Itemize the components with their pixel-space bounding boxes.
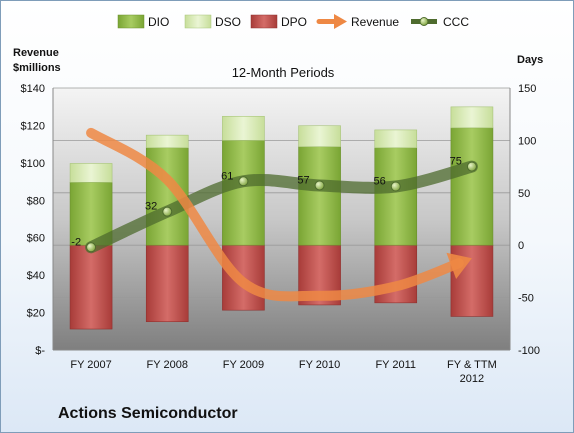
bar-dso <box>450 106 494 129</box>
ccc-point <box>390 181 401 192</box>
left-tick-label: $80 <box>27 195 45 207</box>
right-tick-label: 100 <box>518 135 536 147</box>
bar-dio <box>450 127 494 246</box>
ccc-data-label: 75 <box>450 156 462 168</box>
ccc-point <box>314 180 325 191</box>
ccc-data-label: 56 <box>374 176 386 188</box>
bar-dso <box>374 129 418 149</box>
right-tick-label: 50 <box>518 188 530 200</box>
right-axis-ticks: -100 -50 0 50 100 150 <box>518 83 540 357</box>
revenue-line <box>86 127 464 302</box>
ccc-data-label: 61 <box>221 170 233 182</box>
right-tick-label: 0 <box>518 240 524 252</box>
x-tick-label: FY 2008 <box>147 359 188 371</box>
x-axis-ticks: FY 2007 FY 2008 FY 2009 FY 2010 FY 2011 FY & … <box>70 359 496 385</box>
left-tick-label: $140 <box>21 83 45 95</box>
left-axis-label-line2: $millions <box>13 62 61 74</box>
left-tick-label: $100 <box>21 158 45 170</box>
ccc-data-label: 32 <box>145 201 157 213</box>
bars <box>69 106 494 330</box>
series-lines <box>85 127 478 302</box>
legend-label-dpo: DPO <box>281 15 307 29</box>
ccc-point <box>86 242 97 253</box>
x-tick-label: FY 2011 <box>375 359 416 371</box>
legend-item-ccc[interactable]: CCC <box>411 15 469 29</box>
chart-title: 12-Month Periods <box>232 65 335 80</box>
bar-dso <box>222 115 265 141</box>
bar-dpo <box>145 244 189 323</box>
ccc-data-label: 57 <box>297 174 309 186</box>
right-axis-label: Days <box>517 54 543 66</box>
x-tick-label: FY 2009 <box>223 359 264 371</box>
bar-dso <box>145 134 189 149</box>
ccc-data-label: -2 <box>71 236 81 248</box>
left-tick-label: $20 <box>27 308 45 320</box>
x-tick-label: FY 2007 <box>70 359 111 371</box>
ccc-point <box>238 176 249 187</box>
left-tick-label: $60 <box>27 233 45 245</box>
legend-label-dio: DIO <box>148 15 169 29</box>
legend: DIO DSO DPO Revenue CCC <box>117 14 469 29</box>
bar-dpo <box>69 244 113 330</box>
ccc-point <box>162 206 173 217</box>
bar-dso <box>69 163 113 183</box>
left-tick-label: $40 <box>27 270 45 282</box>
right-tick-label: -100 <box>518 345 540 357</box>
legend-item-dpo[interactable]: DPO <box>250 14 307 29</box>
data-labels: -2 32 61 57 56 75 <box>71 156 462 249</box>
bar-dso <box>298 125 341 147</box>
right-tick-label: -50 <box>518 293 534 305</box>
revenue-arrowhead <box>446 252 472 280</box>
legend-item-dio[interactable]: DIO <box>117 14 169 29</box>
left-tick-label: $- <box>35 345 45 357</box>
left-tick-label: $120 <box>21 120 45 132</box>
right-tick-label: 150 <box>518 83 536 95</box>
legend-label-revenue: Revenue <box>351 15 399 29</box>
bar-dio <box>298 146 341 246</box>
legend-label-ccc: CCC <box>443 15 469 29</box>
x-tick-label: FY 2010 <box>299 359 340 371</box>
ccc-point <box>466 161 477 172</box>
plot-area <box>53 88 510 350</box>
bar-dio <box>374 147 418 246</box>
bar-dio <box>222 140 265 246</box>
left-axis-label-line1: Revenue <box>13 47 59 59</box>
legend-item-dso[interactable]: DSO <box>184 14 241 29</box>
company-name: Actions Semiconductor <box>58 405 238 422</box>
legend-item-revenue[interactable]: Revenue <box>316 14 399 29</box>
legend-label-dso: DSO <box>215 15 241 29</box>
left-axis-ticks: $- $20 $40 $60 $80 $100 $120 $140 <box>21 83 46 357</box>
x-tick-label: FY & TTM 2012 <box>447 359 497 385</box>
